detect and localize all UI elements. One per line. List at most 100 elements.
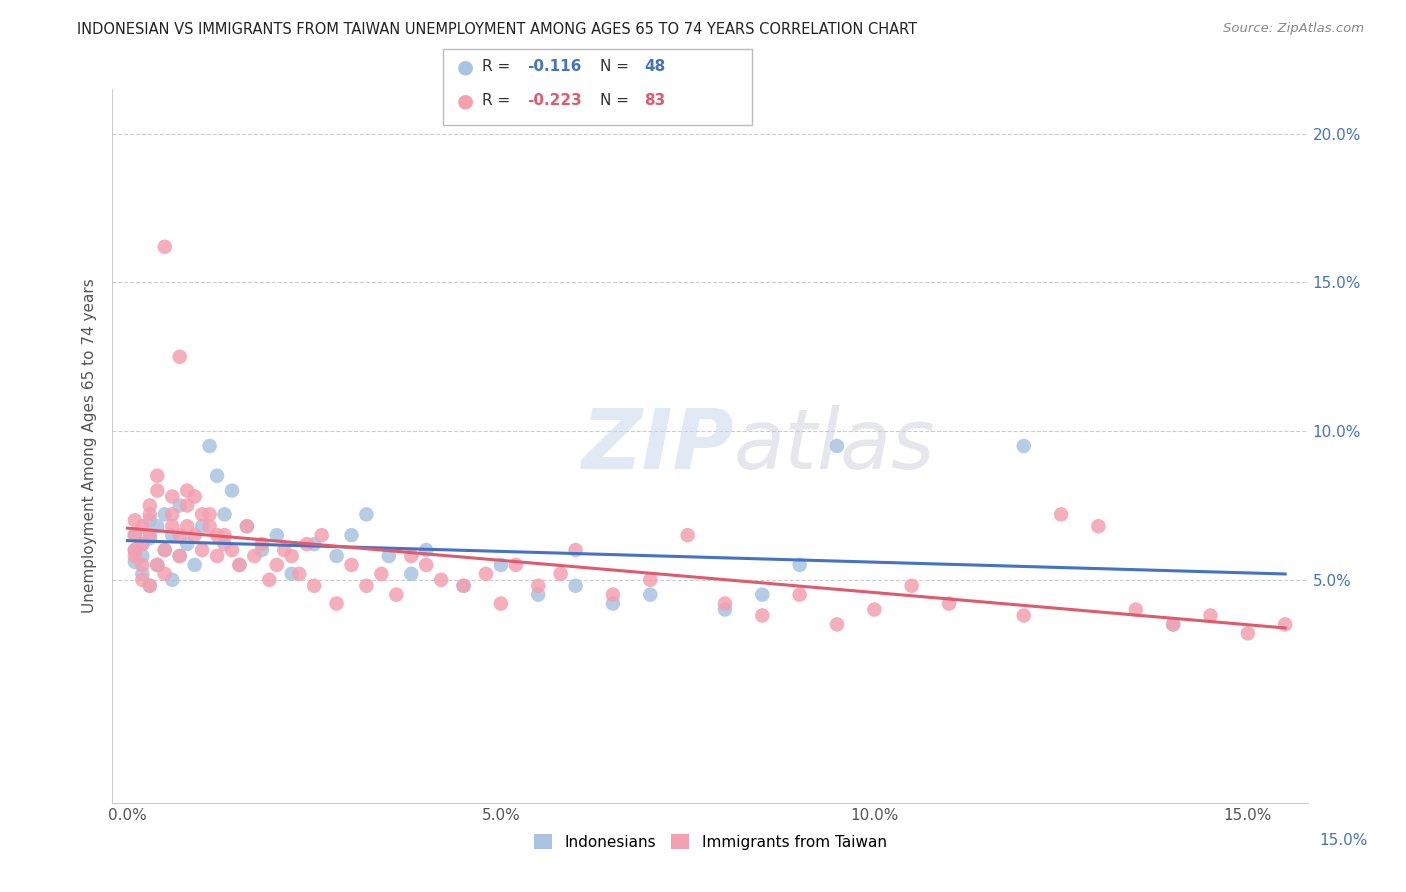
Point (214, 528, 236, 542)
Text: Source: ZipAtlas.com: Source: ZipAtlas.com (1223, 22, 1364, 36)
Point (139, 531, 162, 545)
Point (714, 602, 737, 616)
Point (676, 528, 699, 542)
Point (228, 558, 250, 572)
Point (162, 573, 183, 587)
Point (273, 543, 295, 558)
Point (131, 549, 153, 563)
Point (243, 549, 266, 563)
Point (640, 573, 662, 587)
Point (1125, 602, 1147, 616)
Point (863, 602, 886, 616)
Point (169, 350, 191, 364)
Point (228, 558, 250, 572)
Point (266, 528, 288, 542)
Text: atlas: atlas (734, 406, 935, 486)
Point (250, 537, 273, 551)
Point (564, 579, 586, 593)
Point (153, 508, 176, 522)
Y-axis label: Unemployment Among Ages 65 to 74 years: Unemployment Among Ages 65 to 74 years (82, 278, 97, 614)
Point (1161, 617, 1184, 632)
Point (340, 558, 363, 572)
Text: -0.116: -0.116 (527, 60, 582, 74)
Point (124, 528, 146, 542)
Point (221, 543, 243, 558)
Point (401, 566, 423, 581)
Point (430, 573, 453, 587)
Point (311, 528, 333, 542)
Point (302, 537, 325, 551)
Point (1199, 608, 1222, 623)
Point (183, 558, 205, 572)
Text: INDONESIAN VS IMMIGRANTS FROM TAIWAN UNEMPLOYMENT AMONG AGES 65 TO 74 YEARS CORR: INDONESIAN VS IMMIGRANTS FROM TAIWAN UNE… (77, 22, 918, 37)
Point (475, 566, 498, 581)
Text: ZIP: ZIP (581, 406, 734, 486)
Point (1087, 519, 1109, 533)
Point (214, 508, 236, 522)
Point (169, 499, 191, 513)
Point (205, 468, 228, 483)
Text: N =: N = (600, 94, 630, 108)
Point (169, 549, 191, 563)
Point (124, 543, 146, 558)
Point (183, 528, 205, 542)
Point (183, 490, 205, 504)
Point (302, 579, 325, 593)
Point (602, 588, 624, 602)
Point (938, 597, 960, 611)
Point (191, 519, 214, 533)
Point (550, 566, 572, 581)
Point (124, 543, 146, 558)
Point (602, 597, 624, 611)
Point (281, 566, 304, 581)
Text: 83: 83 (644, 94, 665, 108)
Point (751, 608, 773, 623)
Point (205, 549, 228, 563)
Point (139, 579, 162, 593)
Text: R =: R = (482, 60, 510, 74)
Point (640, 588, 662, 602)
Point (714, 597, 737, 611)
Point (162, 508, 183, 522)
Point (1050, 508, 1073, 522)
Point (191, 508, 214, 522)
Point (1012, 608, 1035, 623)
Point (250, 543, 273, 558)
Point (1274, 617, 1296, 632)
Point (527, 579, 550, 593)
Point (259, 573, 281, 587)
Point (153, 240, 176, 254)
Point (1012, 439, 1035, 453)
Point (900, 579, 922, 593)
Point (789, 588, 811, 602)
Point (131, 537, 153, 551)
Point (162, 519, 183, 533)
Point (198, 439, 221, 453)
Point (385, 588, 408, 602)
Point (198, 519, 221, 533)
Text: -0.223: -0.223 (527, 94, 582, 108)
Point (266, 558, 288, 572)
Point (139, 528, 162, 542)
Point (176, 483, 198, 498)
Point (124, 549, 146, 563)
Point (153, 566, 176, 581)
Point (153, 543, 176, 558)
Point (505, 558, 527, 572)
Text: ●: ● (457, 57, 474, 77)
Point (169, 549, 191, 563)
Point (169, 528, 191, 542)
Point (489, 558, 512, 572)
Point (236, 519, 259, 533)
Point (146, 483, 169, 498)
Point (162, 490, 183, 504)
Point (124, 555, 146, 569)
Point (176, 519, 198, 533)
Point (288, 566, 311, 581)
Text: ●: ● (457, 91, 474, 111)
Point (527, 588, 550, 602)
Point (401, 549, 423, 563)
Point (325, 549, 347, 563)
Point (221, 483, 243, 498)
Point (825, 439, 848, 453)
